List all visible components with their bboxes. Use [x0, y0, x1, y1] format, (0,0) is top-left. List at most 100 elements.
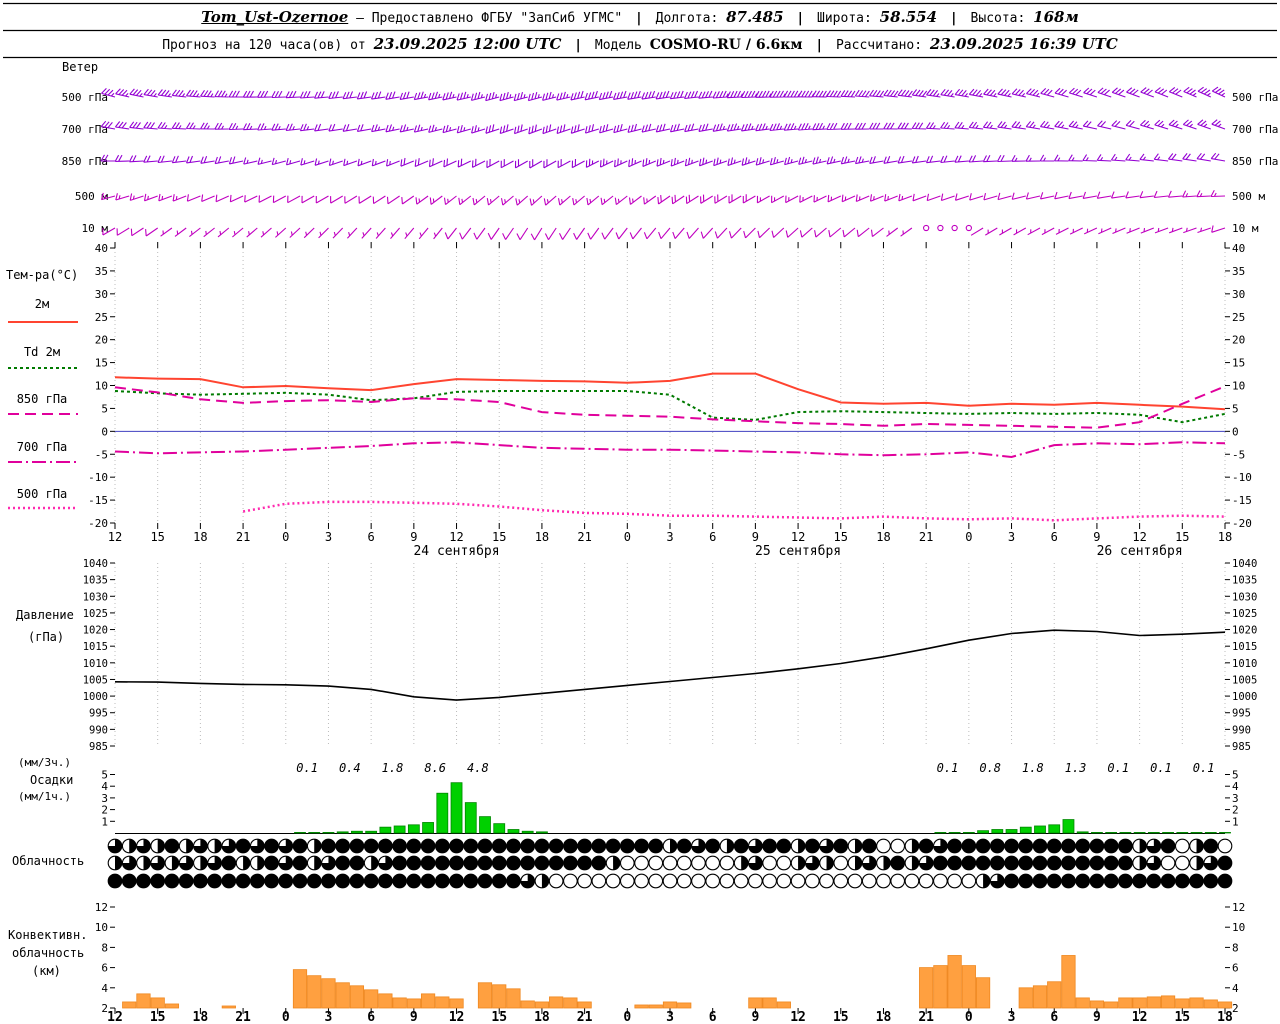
wind-barb — [485, 91, 500, 102]
cloud-symbol — [890, 873, 906, 889]
cloud-fill — [321, 856, 336, 870]
wind-barb — [356, 124, 372, 132]
cloud-fill — [741, 856, 748, 870]
wind-barb — [400, 157, 415, 167]
convective-bar — [378, 993, 393, 1009]
cloud-fill — [1033, 874, 1047, 888]
header-line-1: Tom_Ust-Ozernoe — Предоставлено ФГБУ "За… — [0, 8, 1280, 26]
wind-barb — [627, 90, 642, 100]
cloud-fill — [392, 856, 407, 870]
cloud-fill — [157, 839, 165, 853]
pressure-panel-unit: (гПа) — [28, 630, 65, 644]
wind-barb — [614, 195, 628, 206]
wind-barb — [840, 90, 856, 98]
wind-barb — [698, 157, 713, 167]
wind-barb — [1098, 227, 1112, 235]
cloud-symbol — [591, 873, 607, 889]
cloud-fill — [962, 839, 976, 853]
cloud-fill — [1018, 856, 1033, 870]
precip-tick-right: 5 — [1232, 769, 1239, 782]
cloud-fill — [378, 874, 393, 888]
wind-barb — [856, 227, 870, 238]
wind-barb — [911, 122, 927, 130]
conv-tick-left: 8 — [101, 941, 108, 954]
wind-barb — [330, 195, 343, 204]
time-axis: 12 12 15 15 18 18 21 21 0 0 3 3 6 6 9 9 12 12 15 15 18 18 21 21… — [107, 242, 1233, 1024]
cloud-fill — [129, 839, 137, 853]
hour-label-bottom: 12 — [449, 1010, 465, 1024]
wind-barb — [940, 88, 955, 98]
cloud-fill — [577, 856, 592, 870]
wind-barb — [244, 195, 258, 203]
wind-barb — [185, 89, 201, 98]
wind-barb — [371, 124, 386, 133]
cloud-symbol — [577, 873, 592, 889]
cloud-fill — [748, 839, 763, 853]
hour-label-bottom: 9 — [751, 1010, 759, 1024]
cloud-symbol — [833, 873, 849, 889]
convective-bar — [1061, 955, 1076, 1009]
temp-tick-left: 40 — [95, 242, 108, 255]
wind-barb — [527, 91, 543, 102]
wind-barb — [1025, 192, 1041, 200]
precip-bar — [1176, 832, 1189, 834]
cloud-fill — [990, 856, 1005, 870]
temp-tick-right: 35 — [1232, 265, 1245, 278]
precip-bar — [450, 782, 463, 834]
wind-barb — [671, 194, 685, 205]
legend-label: 2м — [35, 297, 49, 311]
cloud-symbol — [790, 873, 806, 889]
convective-bar — [549, 996, 564, 1009]
cloud-fill — [1161, 874, 1175, 888]
wind-barb — [585, 158, 600, 168]
wind-barb — [940, 121, 955, 130]
wind-barb — [414, 158, 429, 168]
hour-label: 18 — [193, 530, 207, 544]
cloud-fill — [1104, 839, 1118, 853]
cloud-fill — [691, 839, 706, 853]
convective-bar — [563, 997, 578, 1009]
legend-label: Td 2м — [24, 345, 60, 359]
cloud-fill — [214, 839, 222, 853]
wind-barb — [542, 91, 557, 101]
cloud-fill — [307, 874, 322, 888]
wind-barb — [740, 123, 756, 132]
wind-barb — [1139, 191, 1154, 199]
wind-barb — [940, 155, 955, 164]
wind-barb — [346, 227, 358, 239]
precip-3h-label: 0.8 — [979, 761, 1001, 775]
precip-bar — [422, 822, 434, 834]
cloud-fill — [264, 856, 279, 870]
hour-label-bottom: 18 — [193, 1010, 209, 1024]
wind-barb — [129, 88, 144, 98]
wind-barb — [813, 195, 827, 203]
wind-barb — [228, 156, 244, 165]
wind-barb — [399, 124, 414, 133]
wind-barb — [1054, 87, 1069, 98]
cloud-symbol — [662, 855, 678, 871]
convective-bar — [1032, 985, 1048, 1009]
wind-barb — [229, 194, 244, 203]
cloud-fill — [634, 839, 649, 853]
precip-3h-label: 0.1 — [937, 761, 959, 775]
convective-bar — [506, 988, 521, 1009]
precip-bar — [322, 832, 335, 834]
temp-tick-right: -20 — [1232, 517, 1252, 530]
pressure-tick-left: 1010 — [83, 658, 108, 670]
cloud-fill — [264, 839, 279, 853]
hour-label: 0 — [282, 530, 289, 544]
wind-barb — [404, 227, 415, 240]
cloud-symbol — [705, 873, 721, 889]
wind-barb — [130, 227, 144, 237]
wind-barb — [473, 227, 486, 240]
pressure-tick-left: 1000 — [83, 691, 108, 703]
temp-series-500 гПа — [242, 500, 1226, 522]
wind-barb — [314, 91, 329, 99]
cloud-fill — [1004, 856, 1019, 870]
cloud-symbol — [662, 873, 678, 889]
hour-label-bottom: 9 — [1093, 1010, 1101, 1024]
convective-bar — [933, 965, 948, 1009]
cloud-fill — [264, 874, 279, 888]
wind-barb — [143, 88, 158, 98]
hour-label-bottom: 21 — [918, 1010, 934, 1024]
